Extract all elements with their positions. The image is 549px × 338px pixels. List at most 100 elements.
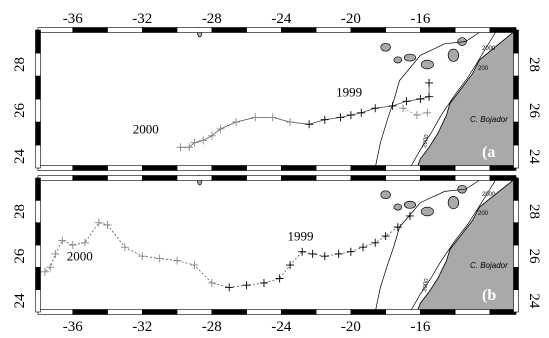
contour-label-a-1: 2000 [482,46,496,52]
edge-bar [211,165,247,171]
track-panel-b: 1999 2000 [40,211,414,292]
drifter-fix-mark [58,236,67,245]
lon-tick-label-bottom: -20 [341,319,361,335]
edge-bar [513,121,519,146]
island-shape [393,56,403,64]
island-shape [457,184,467,194]
edge-bar [72,27,108,33]
edge-bar [454,175,491,181]
edge-bar [141,27,178,33]
edge-bar [37,175,74,181]
edge-bar [420,175,456,181]
drifter-fix-mark [357,108,366,117]
drifter-fix-mark [40,267,49,276]
drifter-fix-mark [216,124,225,133]
lon-tick-label-top: -24 [271,11,291,27]
edge-bar [385,175,421,181]
drifter-fix-mark [207,131,216,140]
edge-bar [107,27,143,33]
island-shape [403,200,417,209]
drifter-fix-mark [416,95,425,103]
edge-bar [72,309,108,315]
drifter-fix-mark [402,97,411,106]
edge-bar [513,289,519,313]
edge-bar [315,165,352,171]
edge-bar [454,27,491,33]
drifter-fix-mark [190,261,199,270]
drifter-fix-mark [173,256,182,265]
drifter-fix-mark [242,281,251,290]
drifter-fix-mark [275,274,284,283]
edge-bar [37,309,74,315]
drifter-fix-mark [51,249,60,258]
edge-bar [72,175,108,181]
drifter-fix-mark [199,136,208,145]
edge-bar [176,27,213,33]
edge-bar [350,309,386,315]
edge-bar [107,309,143,315]
drifter-fix-mark [207,278,216,287]
island-shape [380,190,391,200]
edge-bar [37,27,74,33]
edge-bar [35,75,41,100]
lat-tick-label-left: 28 [12,57,28,72]
drifter-fix-mark [298,247,307,256]
contour-label-a-2: 200 [478,66,489,72]
island-shape [457,37,467,46]
edge-bar [350,175,386,181]
drifter-fix-mark [320,252,329,261]
drifter-fix-mark [359,243,368,252]
edge-bar [72,165,108,171]
lon-tick-label-top: -36 [63,11,83,27]
edge-bar [489,309,517,315]
edge-bar [420,309,456,315]
drifter-fix-mark [334,249,343,258]
edge-bar [211,27,247,33]
coastline-panel-b [197,175,517,313]
contour-200m [409,177,498,313]
drifter-fix-mark [388,101,397,110]
edge-bar [107,165,143,171]
edge-bar [420,165,456,171]
island-shape [420,59,434,70]
edge-bar [35,222,41,246]
year-label: 2000 [67,249,93,264]
year-label: 2000 [133,122,159,137]
track-panel-a: 1999 2000 [133,78,434,152]
edge-bar [141,165,178,171]
africa-land [416,29,517,169]
drifter-fix-mark [393,223,402,232]
edge-bar [513,98,519,123]
drifter-fix-mark [346,111,355,120]
drifter-fix-mark [185,143,194,152]
edge-bar [350,27,386,33]
lat-tick-label-left: 26 [12,248,28,264]
drifter-fix-mark [286,261,295,270]
edge-bar [489,27,517,33]
drifter-fix-mark [423,108,432,117]
edge-bar [489,165,517,171]
coastline-panel-a [197,27,517,169]
edge-bar [281,165,317,171]
edge-bar [315,175,352,181]
edge-bar [385,27,421,33]
drifter-fix-mark [320,115,329,124]
edge-bar [176,175,213,181]
contour-label-a-3: 2000 [422,134,430,149]
edge-bar [513,267,519,290]
edge-bar [35,52,41,77]
drifter-fix-mark [259,278,268,287]
graticule: -36 -36 -32 -32 -28 -28 -24 -24 -20 -20 -16 -16 24 24… [12,11,542,335]
year-label: 1999 [336,85,362,100]
drifter-fix-mark [190,138,199,147]
edge-bar [513,177,519,201]
lat-tick-label-right: 26 [526,249,542,265]
lon-tick-label-top: -28 [202,11,222,27]
lon-tick-label-top: -20 [341,11,361,27]
island-shape [403,53,417,62]
edge-bar [35,144,41,169]
drifter-fix-mark [138,252,147,261]
lon-tick-label-bottom: -24 [271,319,291,335]
drifter-path [180,82,430,148]
edge-bar [35,289,41,313]
